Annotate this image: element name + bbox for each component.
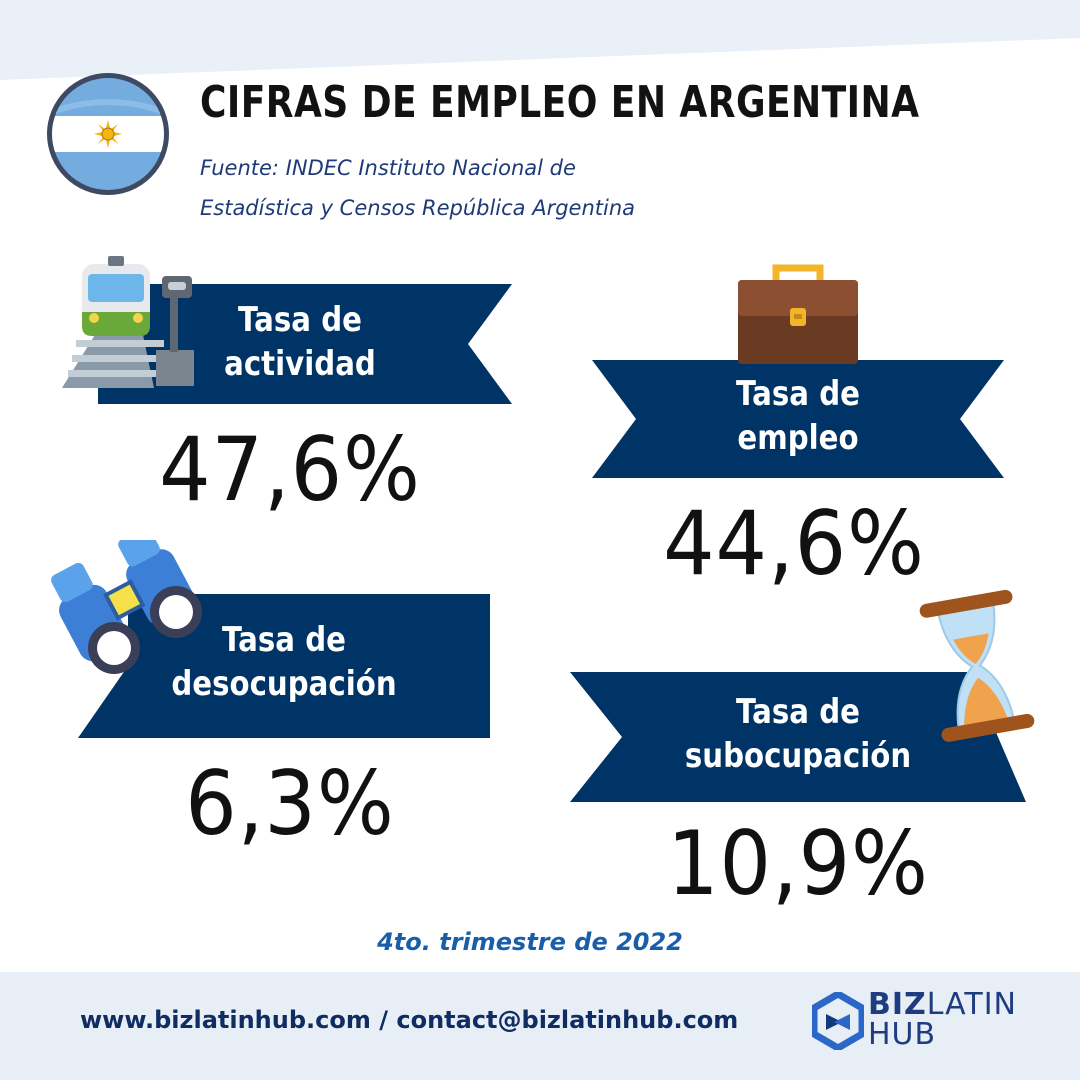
stat-activity-label: Tasa de actividad bbox=[224, 300, 376, 384]
bizlatinhub-logo-icon bbox=[812, 992, 864, 1050]
banner-employment bbox=[592, 360, 1004, 478]
period-label: 4to. trimestre de 2022 bbox=[377, 928, 683, 956]
stat-employment-value: 44,6% bbox=[663, 492, 925, 595]
contact-links[interactable]: www.bizlatinhub.com / contact@bizlatinhu… bbox=[80, 1006, 739, 1034]
stat-employment-label: Tasa de empleo bbox=[735, 374, 860, 458]
source-note: Fuente: INDEC Instituto Nacional de Esta… bbox=[200, 148, 760, 228]
logo-hub: HUB bbox=[868, 1017, 937, 1052]
banner-activity bbox=[98, 284, 512, 404]
footer-bar bbox=[0, 972, 1080, 1080]
banner-underemployment bbox=[570, 672, 1026, 802]
stat-underemployment-label: Tasa de subocupación bbox=[684, 692, 912, 776]
binoculars-icon bbox=[51, 540, 202, 674]
source-line-1: Fuente: INDEC Instituto Nacional de bbox=[200, 156, 576, 180]
stat-unemployment-value: 6,3% bbox=[185, 752, 395, 855]
top-background-band bbox=[0, 0, 1080, 80]
argentina-flag-icon bbox=[47, 73, 169, 195]
train-icon bbox=[62, 256, 194, 388]
briefcase-icon bbox=[738, 264, 858, 364]
bizlatinhub-logo-text: BIZLATIN HUB bbox=[868, 990, 1017, 1050]
stat-underemployment-value: 10,9% bbox=[667, 812, 929, 915]
stat-unemployment-label: Tasa de desocupación bbox=[171, 620, 397, 704]
source-line-2: Estadística y Censos República Argentina bbox=[200, 196, 636, 220]
logo-biz: BIZ bbox=[868, 987, 927, 1022]
stat-activity-value: 47,6% bbox=[159, 418, 421, 521]
logo-latin: LATIN bbox=[926, 987, 1017, 1022]
page-title: CIFRAS DE EMPLEO EN ARGENTINA bbox=[200, 77, 920, 128]
hourglass-icon bbox=[919, 589, 1035, 742]
